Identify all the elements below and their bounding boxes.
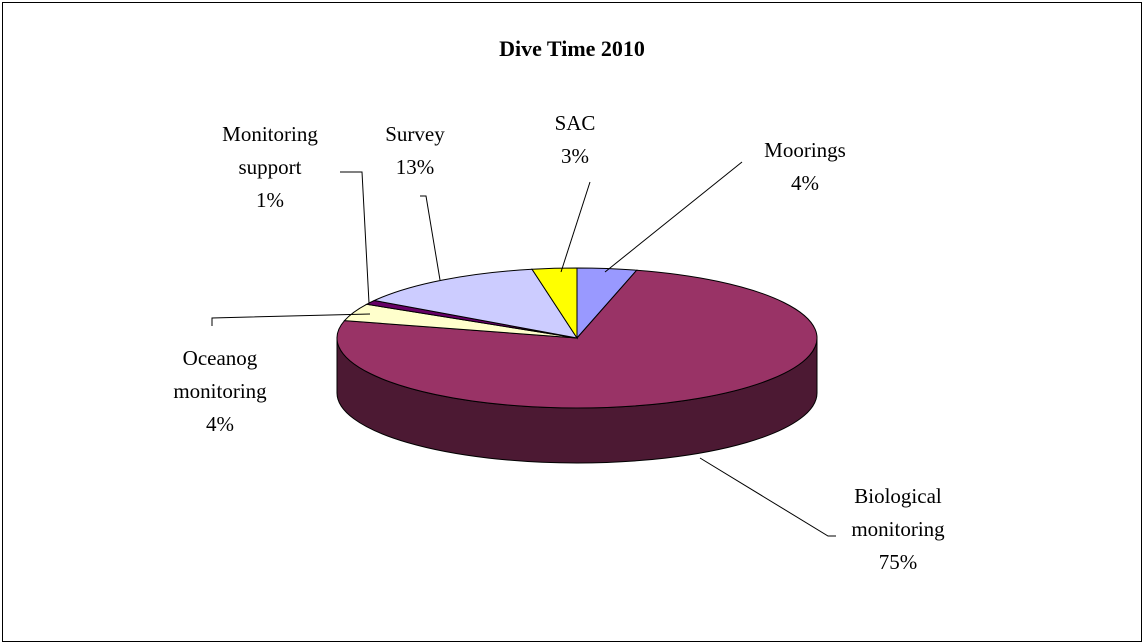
pie-slice	[531, 267, 578, 340]
value-label: 75%	[878, 550, 918, 574]
leader-line	[560, 181, 591, 273]
value-label: 13%	[395, 155, 435, 179]
category-label: Biological monitoring	[851, 484, 945, 541]
pie-slice	[372, 268, 579, 339]
pie-slice	[336, 269, 818, 409]
value-label: 1%	[256, 188, 284, 212]
data-label: SAC 3%	[505, 107, 645, 173]
leader-line	[211, 313, 371, 326]
data-label: Biological monitoring 75%	[828, 480, 968, 579]
leader-line	[604, 161, 743, 273]
leader-line	[340, 171, 370, 304]
value-label: 4%	[206, 412, 234, 436]
data-label: Survey 13%	[345, 118, 485, 184]
leader-line	[420, 195, 441, 281]
category-label: SAC	[554, 111, 596, 135]
category-label: Oceanog monitoring	[173, 346, 267, 403]
category-label: Moorings	[764, 138, 846, 162]
value-label: 3%	[561, 144, 589, 168]
category-label: Survey	[385, 122, 445, 146]
data-label: Monitoring support 1%	[200, 118, 340, 217]
chart-title: Dive Time 2010	[499, 36, 645, 61]
category-label: Monitoring support	[222, 122, 318, 179]
value-label: 4%	[791, 171, 819, 195]
leader-line	[699, 457, 836, 537]
data-label: Moorings 4%	[735, 134, 875, 200]
data-label: Oceanog monitoring 4%	[150, 342, 290, 441]
